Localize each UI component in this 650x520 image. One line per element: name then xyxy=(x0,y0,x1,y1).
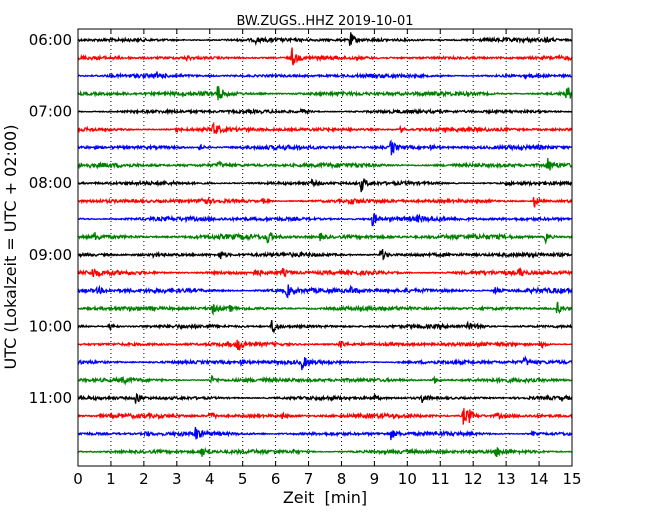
seismic-trace xyxy=(77,446,572,458)
seismic-traces xyxy=(77,32,573,458)
seismic-trace xyxy=(77,196,573,208)
x-axis: 0 1 2 3 4 5 6 7 8 9 10 11 12 13 14 15 xyxy=(73,29,582,488)
x-tick-label: 5 xyxy=(238,470,248,488)
plot-frame xyxy=(77,28,573,467)
x-tick-label: 1 xyxy=(106,470,116,488)
y-tick-label: 11:00 xyxy=(29,389,72,407)
y-tick-label: 10:00 xyxy=(29,317,72,335)
x-tick-label: 9 xyxy=(370,470,380,488)
x-tick-label: 13 xyxy=(497,470,516,488)
x-tick-label: 2 xyxy=(139,470,149,488)
grid-lines xyxy=(110,29,540,466)
chart-title: BW.ZUGS..HHZ 2019-10-01 xyxy=(236,14,413,29)
seismic-trace xyxy=(77,426,573,441)
seismic-trace xyxy=(77,319,573,334)
seismic-trace xyxy=(77,374,573,386)
seismic-trace xyxy=(77,248,573,261)
x-tick-label: 14 xyxy=(530,470,549,488)
y-tick-label: 07:00 xyxy=(29,103,72,121)
seismic-trace xyxy=(77,107,573,116)
seismic-trace xyxy=(77,178,573,193)
seismic-trace xyxy=(77,284,573,299)
x-tick-label: 0 xyxy=(73,470,83,488)
seismic-trace xyxy=(77,355,573,371)
seismic-trace xyxy=(78,301,573,316)
seismic-trace xyxy=(77,408,573,425)
seismic-trace xyxy=(77,392,573,404)
x-tick-label: 11 xyxy=(431,470,450,488)
seismic-trace xyxy=(77,266,573,278)
x-tick-label: 8 xyxy=(337,470,347,488)
x-tick-label: 10 xyxy=(398,470,417,488)
seismic-trace xyxy=(77,71,573,81)
y-tick-label: 08:00 xyxy=(29,174,72,192)
y-tick-label: 09:00 xyxy=(29,246,72,264)
y-axis: 06:00 07:00 08:00 09:00 10:00 11:00 xyxy=(29,31,572,407)
seismic-trace xyxy=(77,157,573,171)
seismic-trace xyxy=(77,139,573,156)
x-axis-label: Zeit [min] xyxy=(283,488,367,507)
x-tick-label: 12 xyxy=(464,470,483,488)
x-tick-label: 3 xyxy=(172,470,182,488)
seismic-trace xyxy=(77,86,573,101)
x-tick-label: 15 xyxy=(562,470,581,488)
x-tick-label: 7 xyxy=(304,470,314,488)
x-tick-label: 4 xyxy=(205,470,215,488)
seismic-trace xyxy=(77,47,573,66)
seismic-trace xyxy=(77,231,573,245)
x-tick-label: 6 xyxy=(271,470,281,488)
seismic-trace xyxy=(77,121,573,134)
seismic-trace xyxy=(77,32,573,47)
seismic-trace xyxy=(77,213,573,227)
y-axis-label: UTC (Lokalzeit = UTC + 02:00) xyxy=(1,125,20,370)
seismic-trace xyxy=(77,339,573,351)
y-tick-label: 06:00 xyxy=(29,31,72,49)
